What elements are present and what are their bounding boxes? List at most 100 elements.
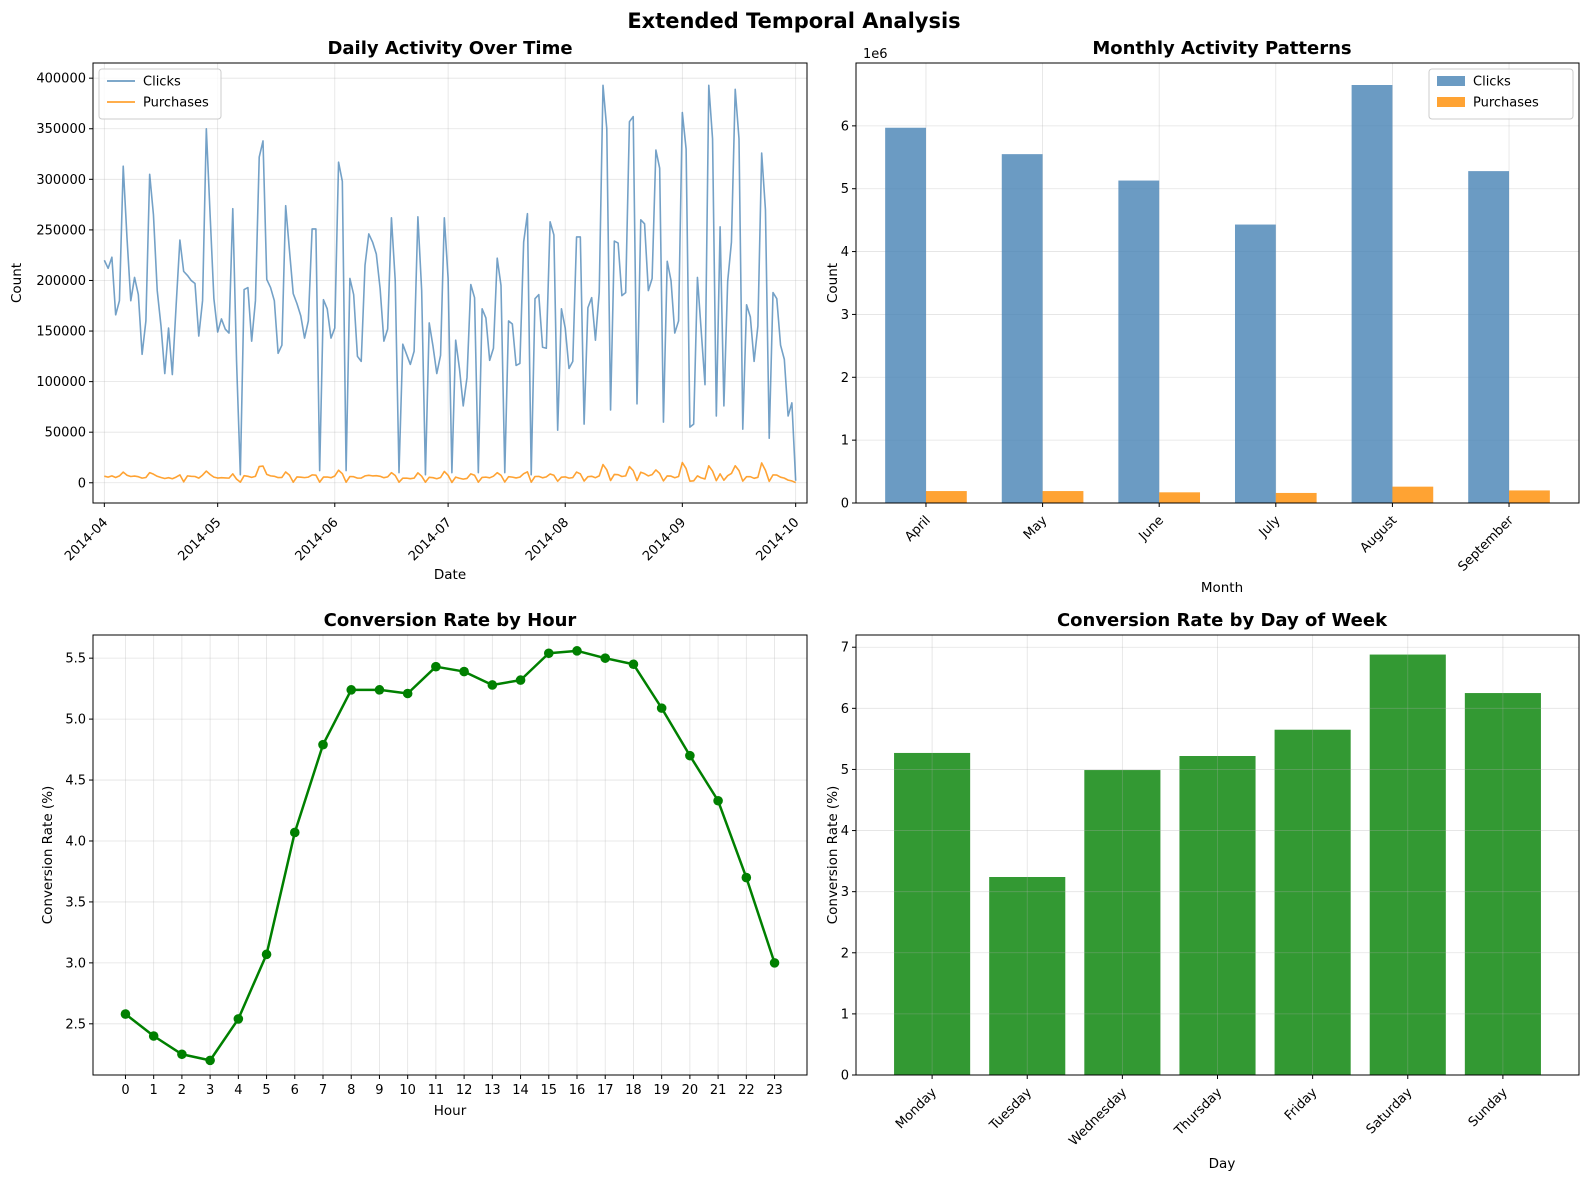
hourly-x-tick-label: 2 [178, 1083, 186, 1098]
hourly-plot-frame [92, 634, 808, 1076]
hourly-x-tick-label: 14 [512, 1083, 529, 1098]
hourly-x-tick-label: 22 [738, 1083, 755, 1098]
daily-legend-label: Purchases [143, 96, 209, 111]
hourly-y-tick-label: 4.5 [65, 774, 86, 789]
weekday-bar [1274, 729, 1351, 1075]
hourly-x-tick-label: 7 [319, 1083, 327, 1098]
hourly-point [515, 675, 526, 685]
hourly-axes: 2.53.03.54.04.55.05.50 1 2 3 4 5 6 7 8 9 10 11 12 13 1… [65, 652, 783, 1098]
monthly-bar-purchases [1159, 492, 1201, 503]
hourly-point [346, 685, 357, 695]
monthly-y-tick-label: 5 [841, 182, 849, 197]
monthly-y-axis-label: Count [825, 263, 841, 303]
weekday-y-tick-label: 5 [841, 763, 849, 778]
hourly-x-tick-label: 17 [597, 1083, 614, 1098]
hourly-point [769, 958, 780, 968]
hourly-x-tick-label: 10 [399, 1083, 416, 1098]
weekday-x-tick-label: Saturday [1364, 1085, 1416, 1137]
hourly-point [741, 872, 752, 883]
monthly-legend-label: Clicks [1473, 75, 1511, 90]
weekday-bar [1084, 770, 1161, 1075]
monthly-x-tick-label: July [1256, 513, 1284, 541]
daily-x-tick-label: 2014-07 [406, 515, 455, 564]
hourly-x-tick-label: 23 [766, 1083, 783, 1098]
daily-y-tick-label: 200000 [36, 274, 86, 289]
monthly-axes: 0 1 2 3 4 5 6 April May June July August September [841, 119, 1518, 574]
daily-y-axis-label: Count [9, 263, 25, 303]
hourly-point [600, 653, 611, 663]
daily-x-tick-label: 2014-10 [753, 515, 802, 564]
daily-x-axis-label: Date [434, 567, 466, 583]
hourly-point [572, 646, 582, 656]
monthly-bar-clicks [1001, 154, 1043, 503]
hourly-point [261, 949, 272, 960]
monthly-y-offset-label: 1e6 [863, 47, 888, 62]
hourly-x-tick-label: 20 [682, 1083, 699, 1098]
weekday-bar [1464, 693, 1541, 1075]
figure-title: Extended Temporal Analysis [627, 9, 960, 33]
monthly-x-tick-label: May [1021, 513, 1051, 543]
weekday-x-axis-label: Day [1209, 1156, 1236, 1172]
monthly-y-tick-label: 1 [841, 434, 849, 449]
daily-grid [93, 63, 807, 503]
daily-line-clicks [103, 84, 797, 481]
hourly-x-tick-label: 19 [653, 1083, 670, 1098]
hourly-y-tick-label: 2.5 [65, 1017, 86, 1032]
monthly-bars [885, 85, 1550, 504]
hourly-y-tick-label: 3.5 [65, 895, 86, 910]
daily-y-tick-label: 100000 [36, 375, 86, 390]
monthly-bar-clicks [885, 127, 926, 503]
hourly-point [120, 1009, 131, 1019]
monthly-y-tick-label: 0 [841, 497, 849, 512]
daily-legend-label: Clicks [143, 75, 181, 90]
monthly-bar-purchases [1275, 492, 1317, 503]
hourly-point [233, 1014, 244, 1024]
hourly-point [459, 666, 469, 677]
chart-conversion-by-day: Conversion Rate by Day of Week 0 1 2 3 4 5 6 7 M… [825, 610, 1580, 1172]
daily-y-tick-label: 0 [78, 476, 86, 491]
hourly-y-axis-label: Conversion Rate (%) [40, 786, 56, 925]
monthly-y-tick-label: 3 [841, 308, 849, 323]
hourly-point [177, 1049, 187, 1060]
hourly-x-tick-label: 11 [428, 1083, 445, 1098]
hourly-point [205, 1055, 215, 1066]
hourly-y-tick-label: 5.5 [65, 652, 86, 667]
hourly-point [318, 739, 328, 750]
hourly-point [487, 680, 498, 690]
daily-plot-frame [92, 62, 808, 504]
hourly-x-axis-label: Hour [434, 1103, 467, 1119]
hourly-x-tick-label: 18 [625, 1083, 642, 1098]
daily-legend: Clicks Purchases [98, 68, 222, 120]
monthly-legend: Clicks Purchases [1428, 68, 1574, 120]
weekday-y-tick-label: 7 [841, 641, 849, 656]
daily-y-tick-label: 400000 [36, 72, 86, 87]
hourly-x-tick-label: 9 [375, 1083, 383, 1098]
monthly-bar-purchases [1042, 491, 1084, 503]
weekday-y-tick-label: 0 [841, 1069, 849, 1084]
monthly-bar-clicks [1234, 224, 1276, 504]
monthly-y-tick-label: 2 [841, 371, 849, 386]
hourly-x-tick-label: 6 [291, 1083, 299, 1098]
weekday-y-axis-label: Conversion Rate (%) [825, 786, 841, 925]
monthly-bar-purchases [1509, 490, 1550, 503]
monthly-legend-swatch [1437, 97, 1465, 107]
monthly-legend-label: Purchases [1473, 96, 1539, 111]
hourly-point [685, 750, 695, 761]
monthly-bar-clicks [1468, 171, 1510, 503]
weekday-y-tick-label: 6 [841, 702, 849, 717]
daily-y-tick-label: 50000 [45, 426, 86, 441]
weekday-chart-title: Conversion Rate by Day of Week [1057, 610, 1388, 631]
weekday-y-tick-label: 1 [841, 1007, 849, 1022]
monthly-x-tick-label: June [1136, 513, 1167, 544]
hourly-point [402, 688, 413, 699]
daily-x-tick-label: 2014-06 [293, 515, 342, 564]
daily-x-tick-label: 2014-08 [523, 515, 572, 564]
monthly-plot-frame [855, 62, 1580, 504]
monthly-x-tick-label: September [1455, 513, 1517, 575]
hourly-x-tick-label: 12 [456, 1083, 473, 1098]
weekday-y-tick-label: 3 [841, 885, 849, 900]
hourly-x-tick-label: 15 [541, 1083, 558, 1098]
weekday-x-tick-label: Monday [893, 1085, 940, 1132]
daily-chart-title: Daily Activity Over Time [327, 38, 572, 59]
hourly-y-tick-label: 5.0 [65, 713, 86, 728]
